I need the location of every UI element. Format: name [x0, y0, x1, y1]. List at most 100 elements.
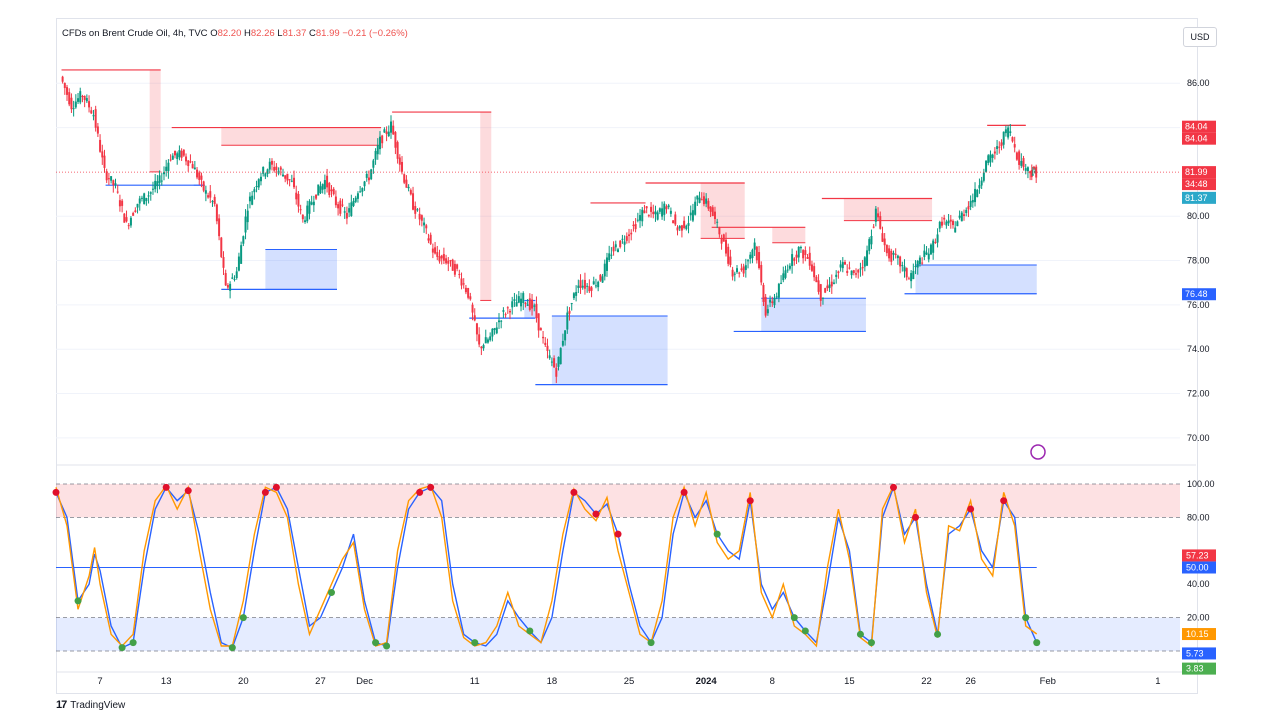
overbought-signal-dot — [912, 513, 920, 521]
overbought-signal-dot — [967, 505, 975, 513]
candle-body — [317, 184, 320, 196]
candle-body — [396, 142, 399, 159]
overbought-signal-dot — [680, 488, 688, 496]
candle-body — [956, 221, 959, 227]
candle-body — [462, 283, 465, 285]
candle-body — [548, 355, 551, 359]
candle-body — [839, 264, 842, 268]
candle-body — [315, 194, 318, 199]
price-axis-label: 81.99 — [1185, 167, 1208, 177]
candle-body — [101, 151, 104, 158]
overbought-signal-dot — [614, 530, 622, 538]
candle-body — [231, 277, 234, 279]
candle-body — [469, 296, 472, 300]
tradingview-footer[interactable]: 17 TradingView — [56, 699, 125, 711]
candle-body — [409, 190, 412, 195]
price-tick-label: 78.00 — [1187, 256, 1210, 266]
price-axis-label: 34:48 — [1185, 179, 1208, 189]
candle-body — [92, 115, 95, 117]
candle-body — [724, 239, 727, 254]
candle-body — [414, 206, 417, 214]
price-axis-label: 84.04 — [1185, 122, 1208, 132]
candle-body — [570, 303, 573, 305]
currency-button[interactable]: USD — [1183, 27, 1217, 47]
candle-body — [932, 240, 935, 253]
candle-body — [795, 254, 798, 258]
candle-body — [319, 186, 322, 194]
supply-zone-fill — [772, 227, 806, 243]
oversold-signal-dot — [118, 644, 126, 652]
overbought-signal-dot — [272, 483, 280, 491]
supply-zone-fill — [221, 127, 382, 146]
candle-body — [180, 150, 183, 158]
candle-body — [361, 188, 364, 192]
candle-body — [286, 173, 289, 181]
overbought-signal-dot — [570, 488, 578, 496]
candle-body — [165, 166, 168, 171]
candle-body — [711, 207, 714, 217]
candle-body — [253, 189, 256, 193]
candle-body — [568, 310, 571, 314]
candle-body — [669, 210, 672, 214]
demand-zone-fill — [265, 249, 337, 290]
ohlc-high-key: H — [244, 28, 251, 39]
candle-body — [535, 303, 538, 319]
candle-body — [136, 203, 139, 208]
candle-body — [599, 274, 602, 281]
candle-body — [793, 258, 796, 261]
candle-body — [874, 208, 877, 222]
candle-body — [321, 184, 324, 190]
candle-body — [169, 159, 172, 161]
osc-axis-label: 5.73 — [1186, 648, 1204, 658]
candle-body — [365, 173, 368, 178]
candle-body — [246, 210, 249, 223]
candle-body — [879, 216, 882, 229]
candle-body — [974, 188, 977, 203]
time-tick-label: 2024 — [696, 676, 718, 687]
candle-body — [473, 315, 476, 321]
candle-body — [830, 281, 833, 287]
candle-body — [557, 356, 560, 367]
candle-body — [480, 346, 483, 349]
candle-body — [1009, 131, 1012, 134]
candle-body — [736, 268, 739, 273]
osc-axis-label: 10.15 — [1186, 629, 1209, 639]
overbought-signal-dot — [1000, 497, 1008, 505]
candle-body — [339, 200, 342, 214]
candle-body — [94, 109, 97, 128]
candle-body — [835, 274, 838, 277]
alert-icon[interactable] — [1030, 444, 1046, 460]
symbol-legend[interactable]: CFDs on Brent Crude Oil, 4h, TVC O82.20 … — [62, 28, 408, 39]
candle-body — [484, 337, 487, 344]
candle-body — [896, 255, 899, 259]
candle-body — [755, 246, 758, 261]
candle-body — [268, 161, 271, 170]
candle-body — [240, 245, 243, 264]
candle-body — [841, 262, 844, 269]
candle-body — [374, 150, 377, 160]
candle-body — [248, 196, 251, 202]
candle-body — [632, 224, 635, 226]
candle-body — [921, 262, 924, 264]
candle-body — [661, 208, 664, 217]
ohlc-low-value: 81.37 — [282, 28, 307, 39]
osc-tick-label: 100.00 — [1187, 479, 1215, 489]
candle-body — [733, 273, 736, 275]
candle-body — [517, 296, 520, 303]
candle-body — [81, 96, 84, 98]
candle-body — [824, 288, 827, 293]
candle-body — [401, 161, 404, 172]
candle-body — [828, 284, 831, 289]
candle-body — [493, 328, 496, 331]
candle-body — [742, 266, 745, 274]
time-tick-label: 1 — [1155, 676, 1160, 687]
candle-body — [418, 213, 421, 220]
candle-body — [359, 191, 362, 193]
candle-body — [171, 155, 174, 160]
oversold-signal-dot — [1022, 614, 1030, 622]
candle-body — [564, 330, 567, 341]
candle-body — [863, 257, 866, 267]
candle-body — [749, 254, 752, 259]
candle-body — [588, 286, 591, 292]
